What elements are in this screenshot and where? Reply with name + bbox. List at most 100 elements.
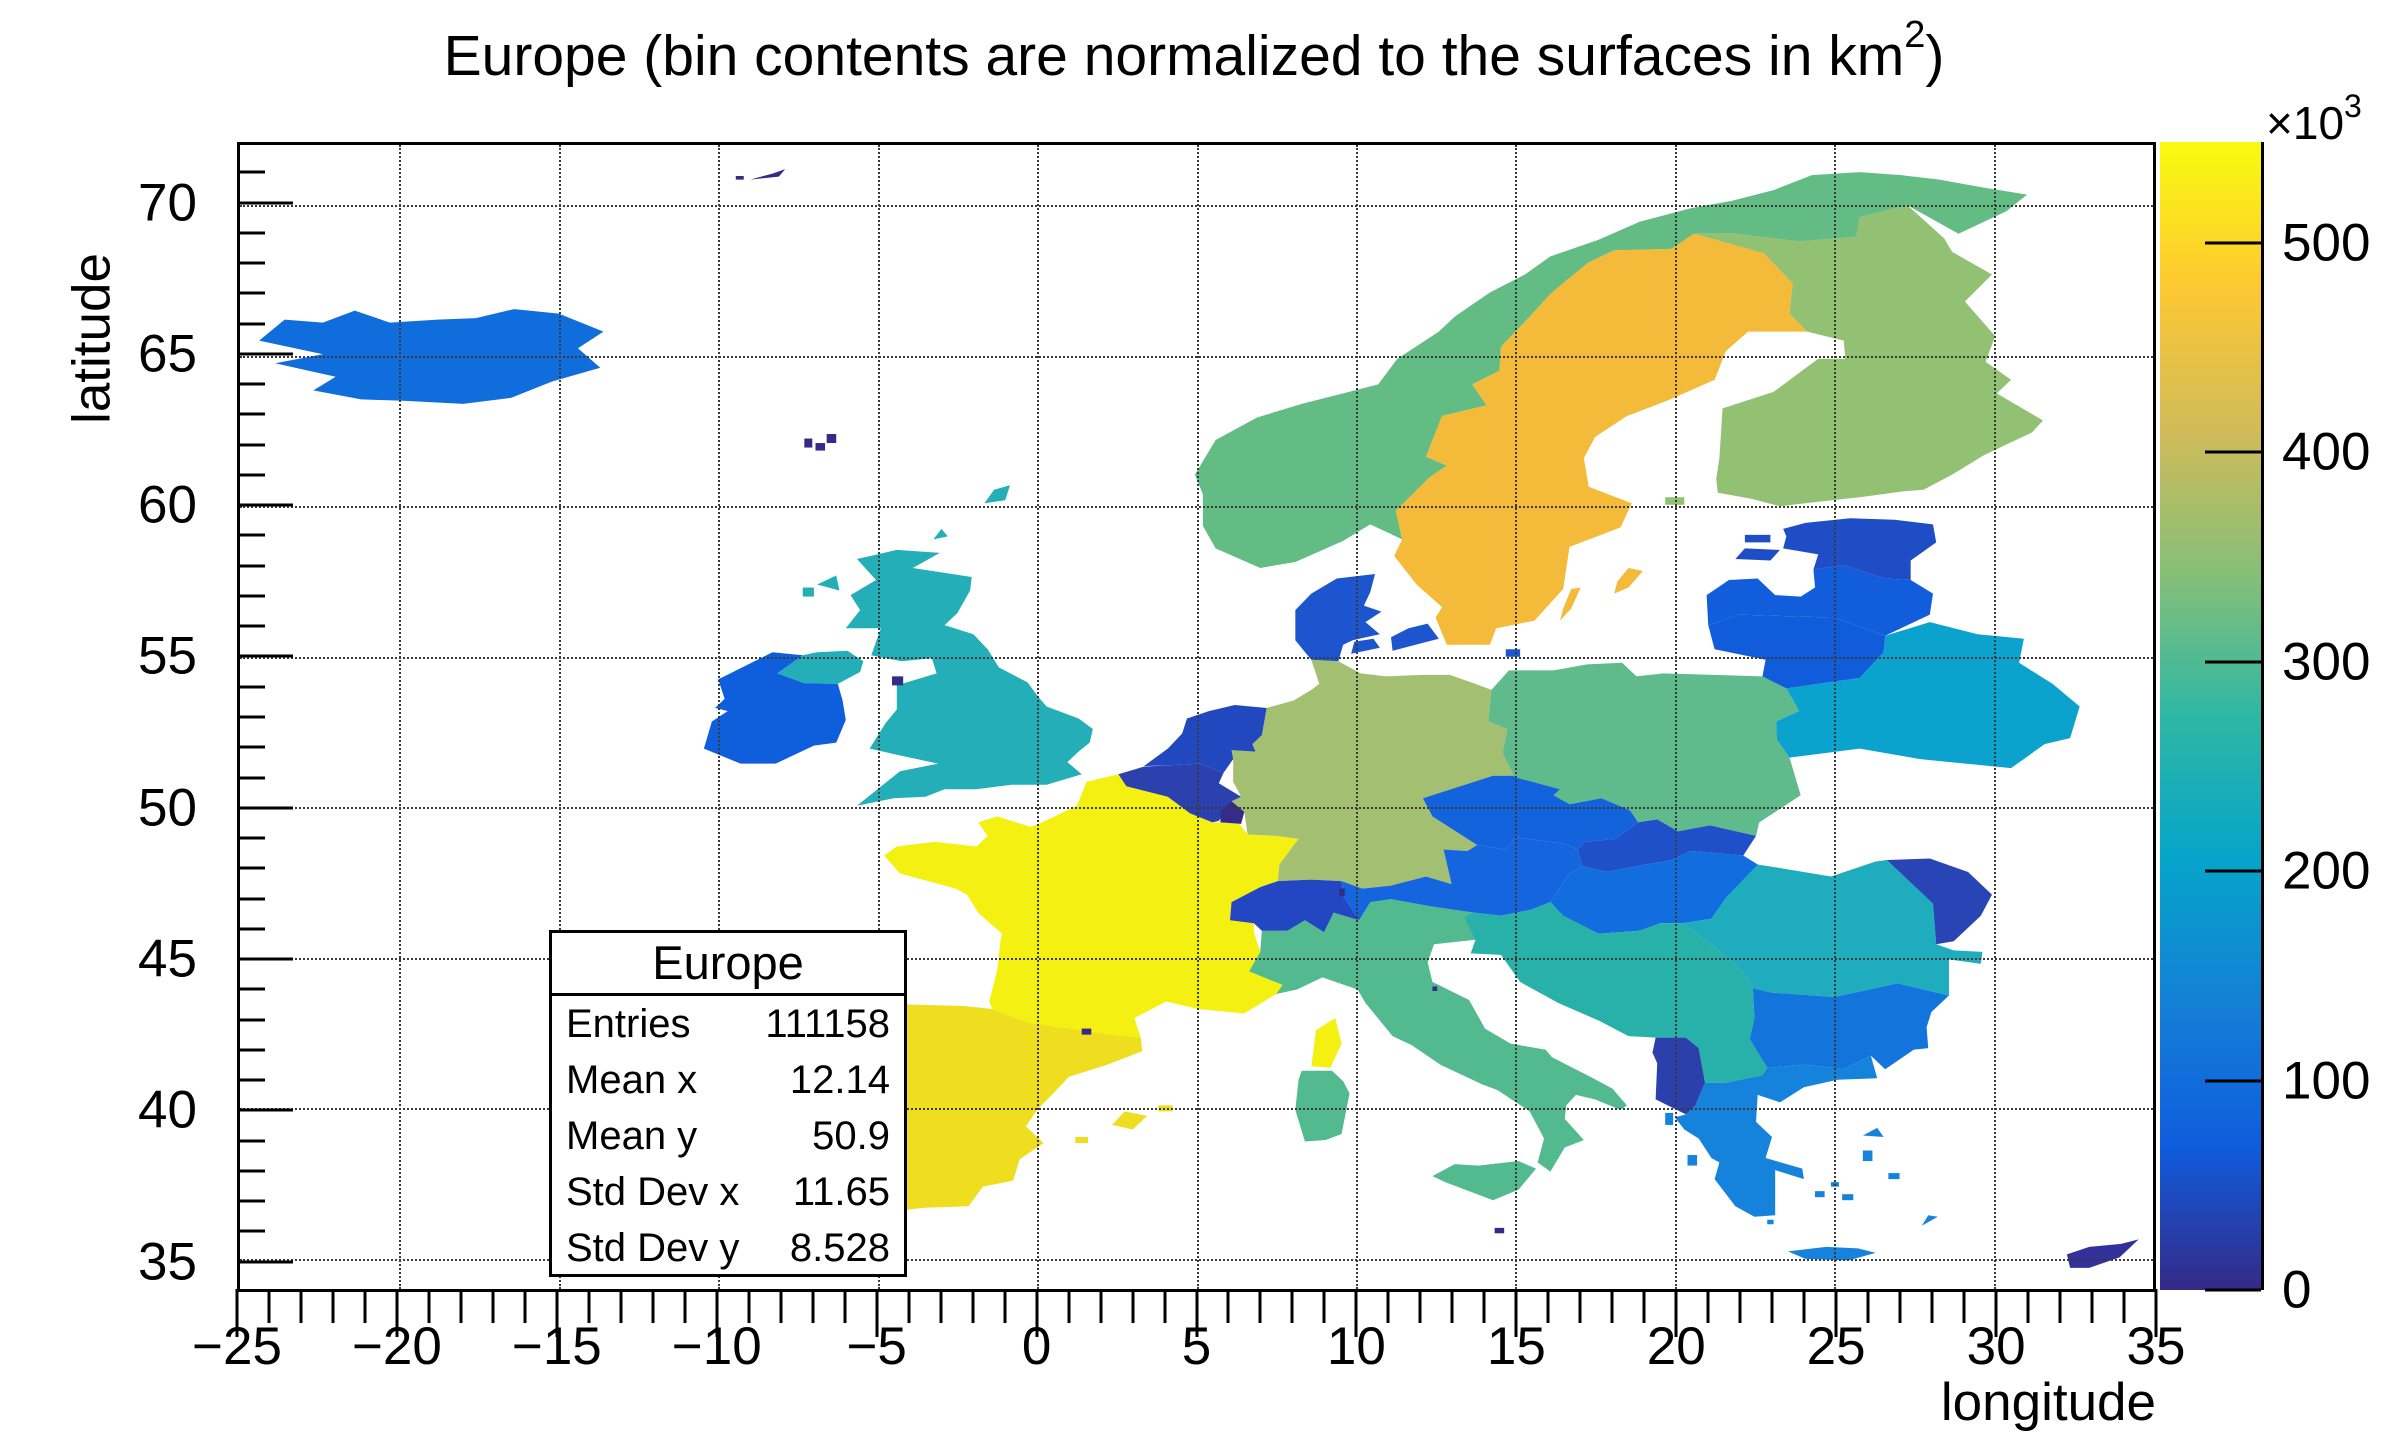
x-minor-tick: [1290, 1289, 1294, 1323]
stats-value: 111158: [765, 1001, 890, 1046]
y-minor-tick: [237, 897, 265, 901]
x-major-tick: [715, 1289, 719, 1337]
x-minor-tick: [811, 1289, 815, 1323]
y-minor-tick: [237, 170, 265, 174]
plot-title-main: Europe (bin contents are normalized to t…: [443, 24, 1905, 88]
x-minor-tick: [971, 1289, 975, 1323]
colorbar-tick: [2205, 1079, 2261, 1082]
europe-map: [259, 169, 2139, 1268]
country-austria: [1341, 837, 1583, 921]
colorbar-tick: [2205, 660, 2261, 664]
country-italy: [1249, 899, 1627, 1201]
x-major-tick: [1514, 1289, 1518, 1337]
x-minor-tick: [779, 1289, 783, 1323]
country-hungary: [1550, 850, 1766, 934]
y-minor-tick: [237, 927, 265, 931]
x-minor-tick: [619, 1289, 623, 1323]
x-tick-label: −25: [192, 1317, 282, 1376]
y-minor-tick: [237, 1018, 265, 1022]
y-minor-tick: [237, 836, 265, 840]
colorbar-tick-label: 200: [2282, 841, 2371, 901]
x-minor-tick: [427, 1289, 431, 1323]
stats-row-mean-y: Mean y 50.9: [552, 1108, 904, 1164]
x-minor-tick: [363, 1289, 367, 1323]
x-minor-tick: [907, 1289, 911, 1323]
country-albania: [1652, 1037, 1706, 1115]
stats-label: Mean y: [566, 1113, 698, 1158]
country-netherlands: [1143, 704, 1267, 773]
x-minor-tick: [747, 1289, 751, 1323]
x-minor-tick: [1067, 1289, 1071, 1323]
country-luxembourg: [1220, 801, 1245, 824]
y-minor-tick: [237, 1048, 265, 1052]
y-minor-tick: [237, 776, 265, 780]
y-minor-tick: [237, 1078, 265, 1082]
y-major-tick: [237, 806, 293, 810]
country-cyprus: [2066, 1239, 2139, 1268]
x-minor-tick: [2122, 1289, 2126, 1323]
x-minor-tick: [1131, 1289, 1135, 1323]
country-jan-mayen: [735, 169, 786, 180]
y-major-tick: [237, 957, 293, 961]
y-tick-label: 35: [138, 1232, 197, 1292]
x-minor-tick: [2026, 1289, 2030, 1323]
y-minor-tick: [237, 533, 265, 537]
x-major-tick: [1994, 1289, 1998, 1337]
x-minor-tick: [2090, 1289, 2094, 1323]
country-germany: [1231, 659, 1514, 889]
x-tick-label: 5: [1181, 1317, 1212, 1376]
country-isle-of-man: [892, 676, 904, 686]
y-tick-label: 60: [138, 475, 197, 535]
country-estonia: [1735, 518, 1937, 581]
x-minor-tick: [299, 1289, 303, 1323]
y-minor-tick: [237, 412, 265, 416]
country-yugoslavia: [1464, 902, 1768, 1083]
country-slovakia: [1577, 819, 1757, 873]
x-tick-label: −15: [511, 1317, 602, 1376]
y-minor-tick: [237, 685, 265, 689]
x-major-tick: [235, 1289, 239, 1337]
plot-frame: Europe Entries 111158 Mean x 12.14 Mean …: [237, 142, 2156, 1292]
y-axis-ticks: [237, 142, 297, 1292]
x-minor-tick: [1450, 1289, 1454, 1323]
stats-box: Europe Entries 111158 Mean x 12.14 Mean …: [549, 930, 907, 1277]
y-minor-tick: [237, 745, 265, 749]
y-major-tick: [237, 201, 293, 205]
x-minor-tick: [587, 1289, 591, 1323]
y-tick-label: 45: [138, 929, 197, 989]
country-ireland: [703, 652, 846, 764]
x-major-tick: [1674, 1289, 1678, 1337]
colorbar-tick-label: 400: [2282, 422, 2371, 482]
y-minor-tick: [237, 624, 265, 628]
y-minor-tick: [237, 987, 265, 991]
y-minor-tick: [237, 715, 265, 719]
x-minor-tick: [1099, 1289, 1103, 1323]
stats-value: 8.528: [789, 1225, 890, 1270]
x-major-tick: [395, 1289, 399, 1337]
y-minor-tick: [237, 1139, 265, 1143]
country-san-marino: [1432, 986, 1438, 991]
stats-row-stddev-y: Std Dev y 8.528: [552, 1220, 904, 1276]
x-minor-tick: [267, 1289, 271, 1323]
x-minor-tick: [1642, 1289, 1646, 1323]
y-minor-tick: [237, 564, 265, 568]
country-united-kingdom: [777, 485, 1093, 806]
x-minor-tick: [1706, 1289, 1710, 1323]
x-minor-tick: [843, 1289, 847, 1323]
colorbar-tick: [2205, 450, 2261, 454]
country-andorra: [1081, 1028, 1092, 1035]
colorbar-exponent-sup: 3: [2344, 88, 2362, 124]
x-minor-tick: [1482, 1289, 1486, 1323]
x-major-tick: [1354, 1289, 1358, 1337]
y-minor-tick: [237, 594, 265, 598]
colorbar-tick-label: 300: [2282, 632, 2371, 692]
country-malta: [1494, 1227, 1505, 1234]
x-axis-title: longitude: [1940, 1373, 2156, 1432]
x-minor-tick: [523, 1289, 527, 1323]
stats-label: Entries: [566, 1001, 691, 1046]
colorbar-tick-labels: 0 100 200 300 400 500: [2282, 142, 2388, 1319]
x-major-tick: [1195, 1289, 1198, 1337]
country-bulgaria: [1749, 983, 1949, 1070]
x-tick-label: 35: [2126, 1317, 2186, 1376]
